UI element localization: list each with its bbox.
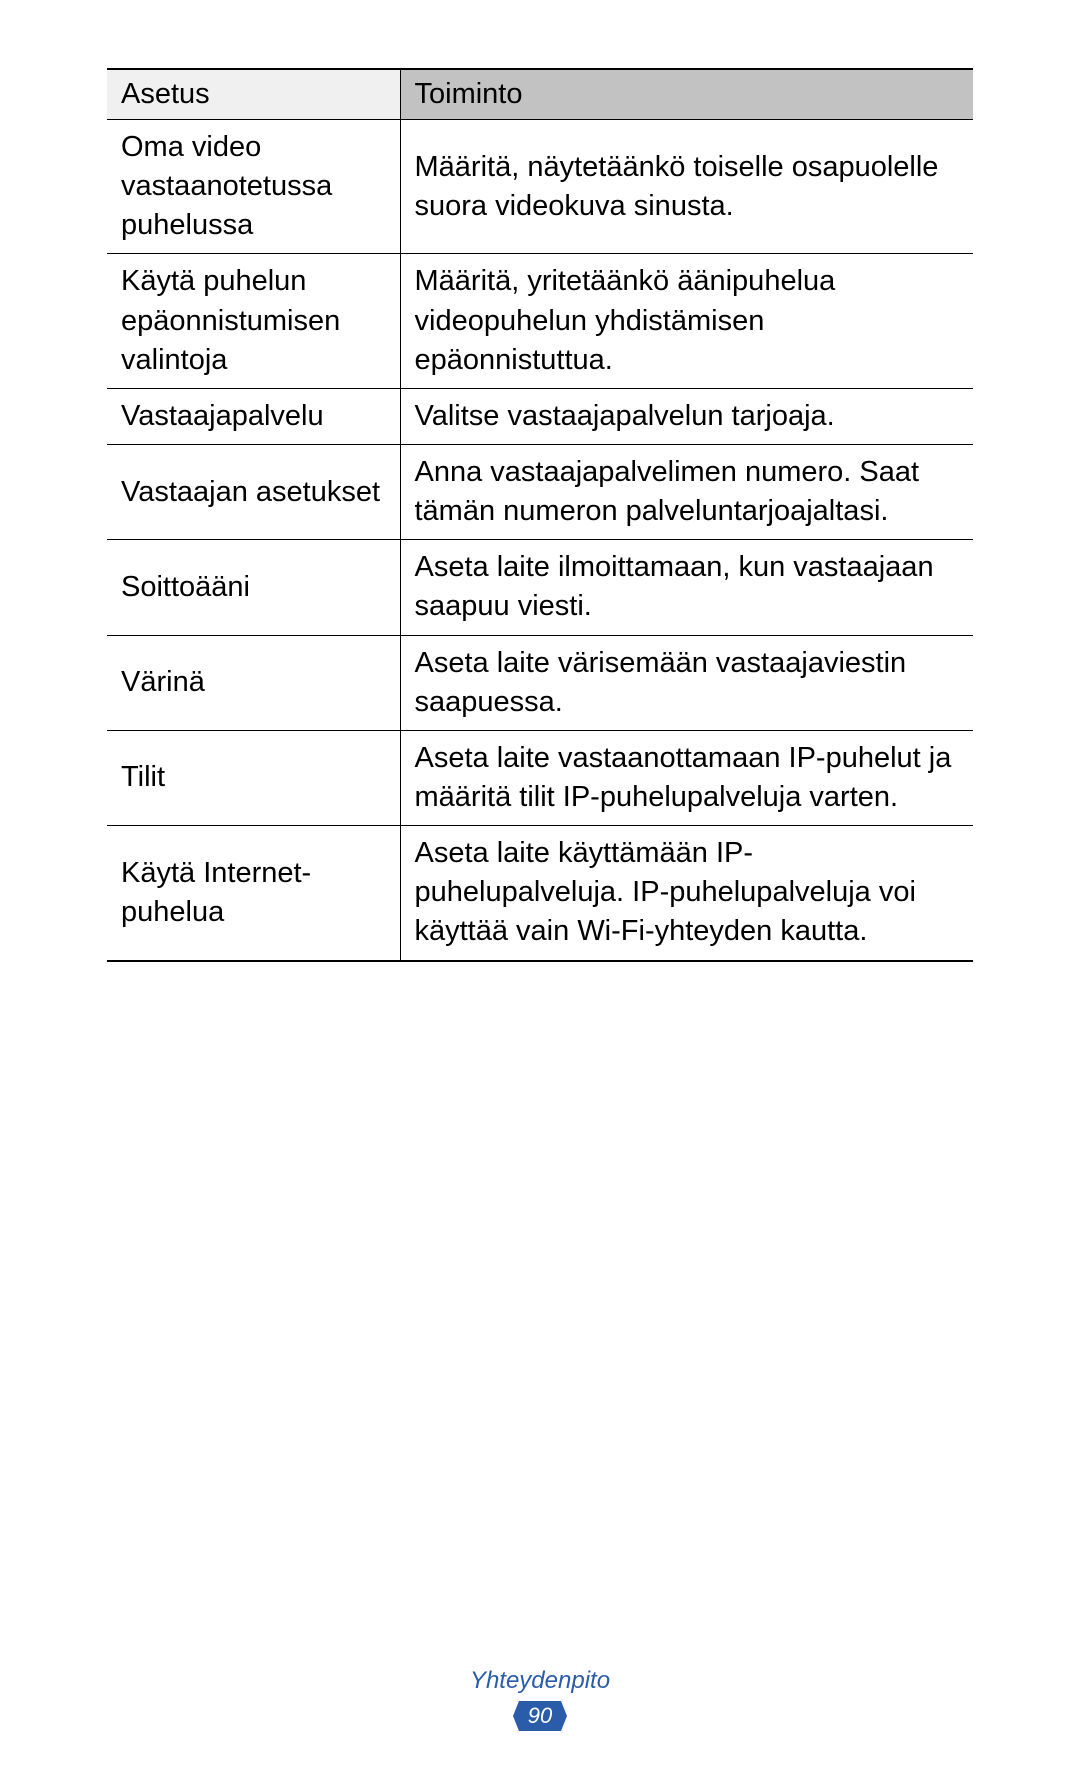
cell-setting: Vastaajapalvelu	[107, 388, 400, 444]
table-row: Oma video vastaanotetussa puhelussa Määr…	[107, 120, 973, 254]
table-row: Vastaajan asetukset Anna vastaajapalveli…	[107, 444, 973, 539]
cell-function: Määritä, näytetäänkö toiselle osapuolell…	[400, 120, 973, 254]
table-row: Värinä Aseta laite värisemään vastaajavi…	[107, 635, 973, 730]
header-setting: Asetus	[107, 69, 400, 120]
page-content: Asetus Toiminto Oma video vastaanotetuss…	[0, 0, 1080, 962]
table-row: Vastaajapalvelu Valitse vastaajapalvelun…	[107, 388, 973, 444]
page-footer: Yhteydenpito 90	[0, 1667, 1080, 1731]
cell-function: Aseta laite vastaanottamaan IP-puhelut j…	[400, 730, 973, 825]
cell-function: Anna vastaajapalvelimen numero. Saat täm…	[400, 444, 973, 539]
cell-function: Määritä, yritetäänkö äänipuhelua videopu…	[400, 254, 973, 388]
header-function: Toiminto	[400, 69, 973, 120]
table-row: Soittoääni Aseta laite ilmoittamaan, kun…	[107, 540, 973, 635]
cell-setting: Vastaajan asetukset	[107, 444, 400, 539]
cell-function: Aseta laite värisemään vastaajaviestin s…	[400, 635, 973, 730]
cell-setting: Soittoääni	[107, 540, 400, 635]
footer-page-number: 90	[513, 1701, 567, 1731]
footer-section-label: Yhteydenpito	[0, 1667, 1080, 1695]
table-row: Käytä puhelun epäonnistumisen valintoja …	[107, 254, 973, 388]
table-header-row: Asetus Toiminto	[107, 69, 973, 120]
table-row: Tilit Aseta laite vastaanottamaan IP-puh…	[107, 730, 973, 825]
cell-setting: Oma video vastaanotetussa puhelussa	[107, 120, 400, 254]
cell-function: Aseta laite käyttämään IP-puhelupalveluj…	[400, 826, 973, 961]
table-row: Käytä Internet-puhelua Aseta laite käytt…	[107, 826, 973, 961]
cell-setting: Käytä Internet-puhelua	[107, 826, 400, 961]
cell-function: Valitse vastaajapalvelun tarjoaja.	[400, 388, 973, 444]
cell-setting: Käytä puhelun epäonnistumisen valintoja	[107, 254, 400, 388]
settings-table: Asetus Toiminto Oma video vastaanotetuss…	[107, 68, 973, 962]
page-number-text: 90	[528, 1703, 552, 1728]
cell-function: Aseta laite ilmoittamaan, kun vastaajaan…	[400, 540, 973, 635]
cell-setting: Värinä	[107, 635, 400, 730]
cell-setting: Tilit	[107, 730, 400, 825]
